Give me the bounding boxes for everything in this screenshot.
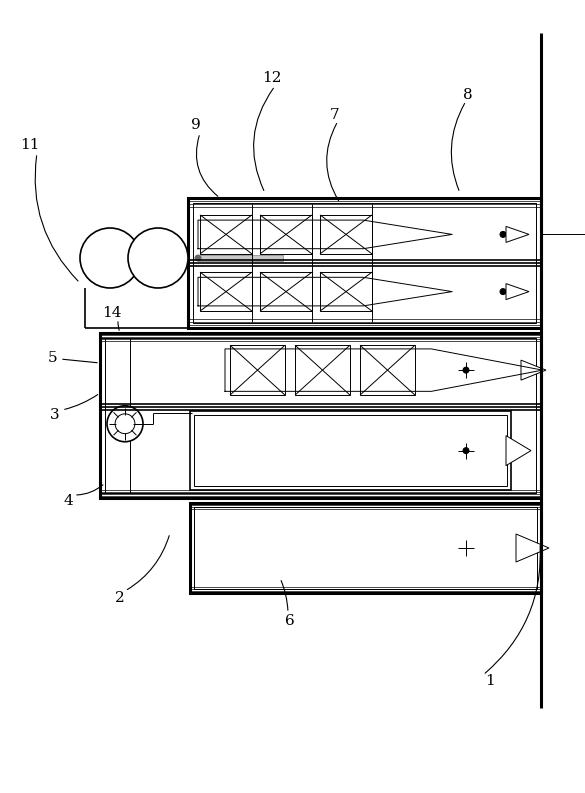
Bar [230, 345, 285, 395]
Bar [190, 503, 541, 593]
Bar [194, 416, 507, 486]
Polygon shape [506, 226, 529, 243]
Text: 8: 8 [463, 88, 473, 102]
Bar [193, 203, 536, 323]
Text: 14: 14 [102, 306, 122, 320]
Circle shape [463, 447, 469, 454]
Bar [194, 507, 537, 589]
Bar [320, 272, 372, 311]
Text: 3: 3 [50, 408, 60, 422]
Text: 5: 5 [48, 351, 58, 365]
Circle shape [128, 228, 188, 288]
Bar [188, 198, 541, 328]
Bar [100, 333, 541, 498]
Bar [260, 215, 312, 254]
Circle shape [500, 289, 506, 295]
Polygon shape [521, 360, 546, 380]
Bar [105, 338, 536, 493]
Circle shape [115, 414, 135, 434]
Circle shape [107, 406, 143, 442]
Text: 12: 12 [262, 71, 282, 85]
Bar [320, 215, 372, 254]
Bar [260, 272, 312, 311]
Polygon shape [506, 284, 529, 300]
Polygon shape [506, 435, 531, 465]
Text: 9: 9 [191, 118, 201, 132]
Circle shape [463, 367, 469, 374]
Text: 2: 2 [115, 591, 125, 605]
Bar [200, 215, 252, 254]
Circle shape [500, 232, 506, 237]
Bar [100, 338, 130, 493]
Text: 6: 6 [285, 614, 295, 628]
Bar [295, 345, 350, 395]
Bar [198, 255, 283, 261]
Text: 1: 1 [485, 674, 495, 688]
Text: 11: 11 [20, 138, 40, 152]
Bar [190, 412, 511, 490]
Text: 4: 4 [63, 494, 73, 508]
Bar [360, 345, 415, 395]
Polygon shape [516, 534, 549, 562]
Bar [200, 272, 252, 311]
Circle shape [195, 255, 201, 261]
Circle shape [80, 228, 140, 288]
Text: 7: 7 [330, 108, 340, 122]
